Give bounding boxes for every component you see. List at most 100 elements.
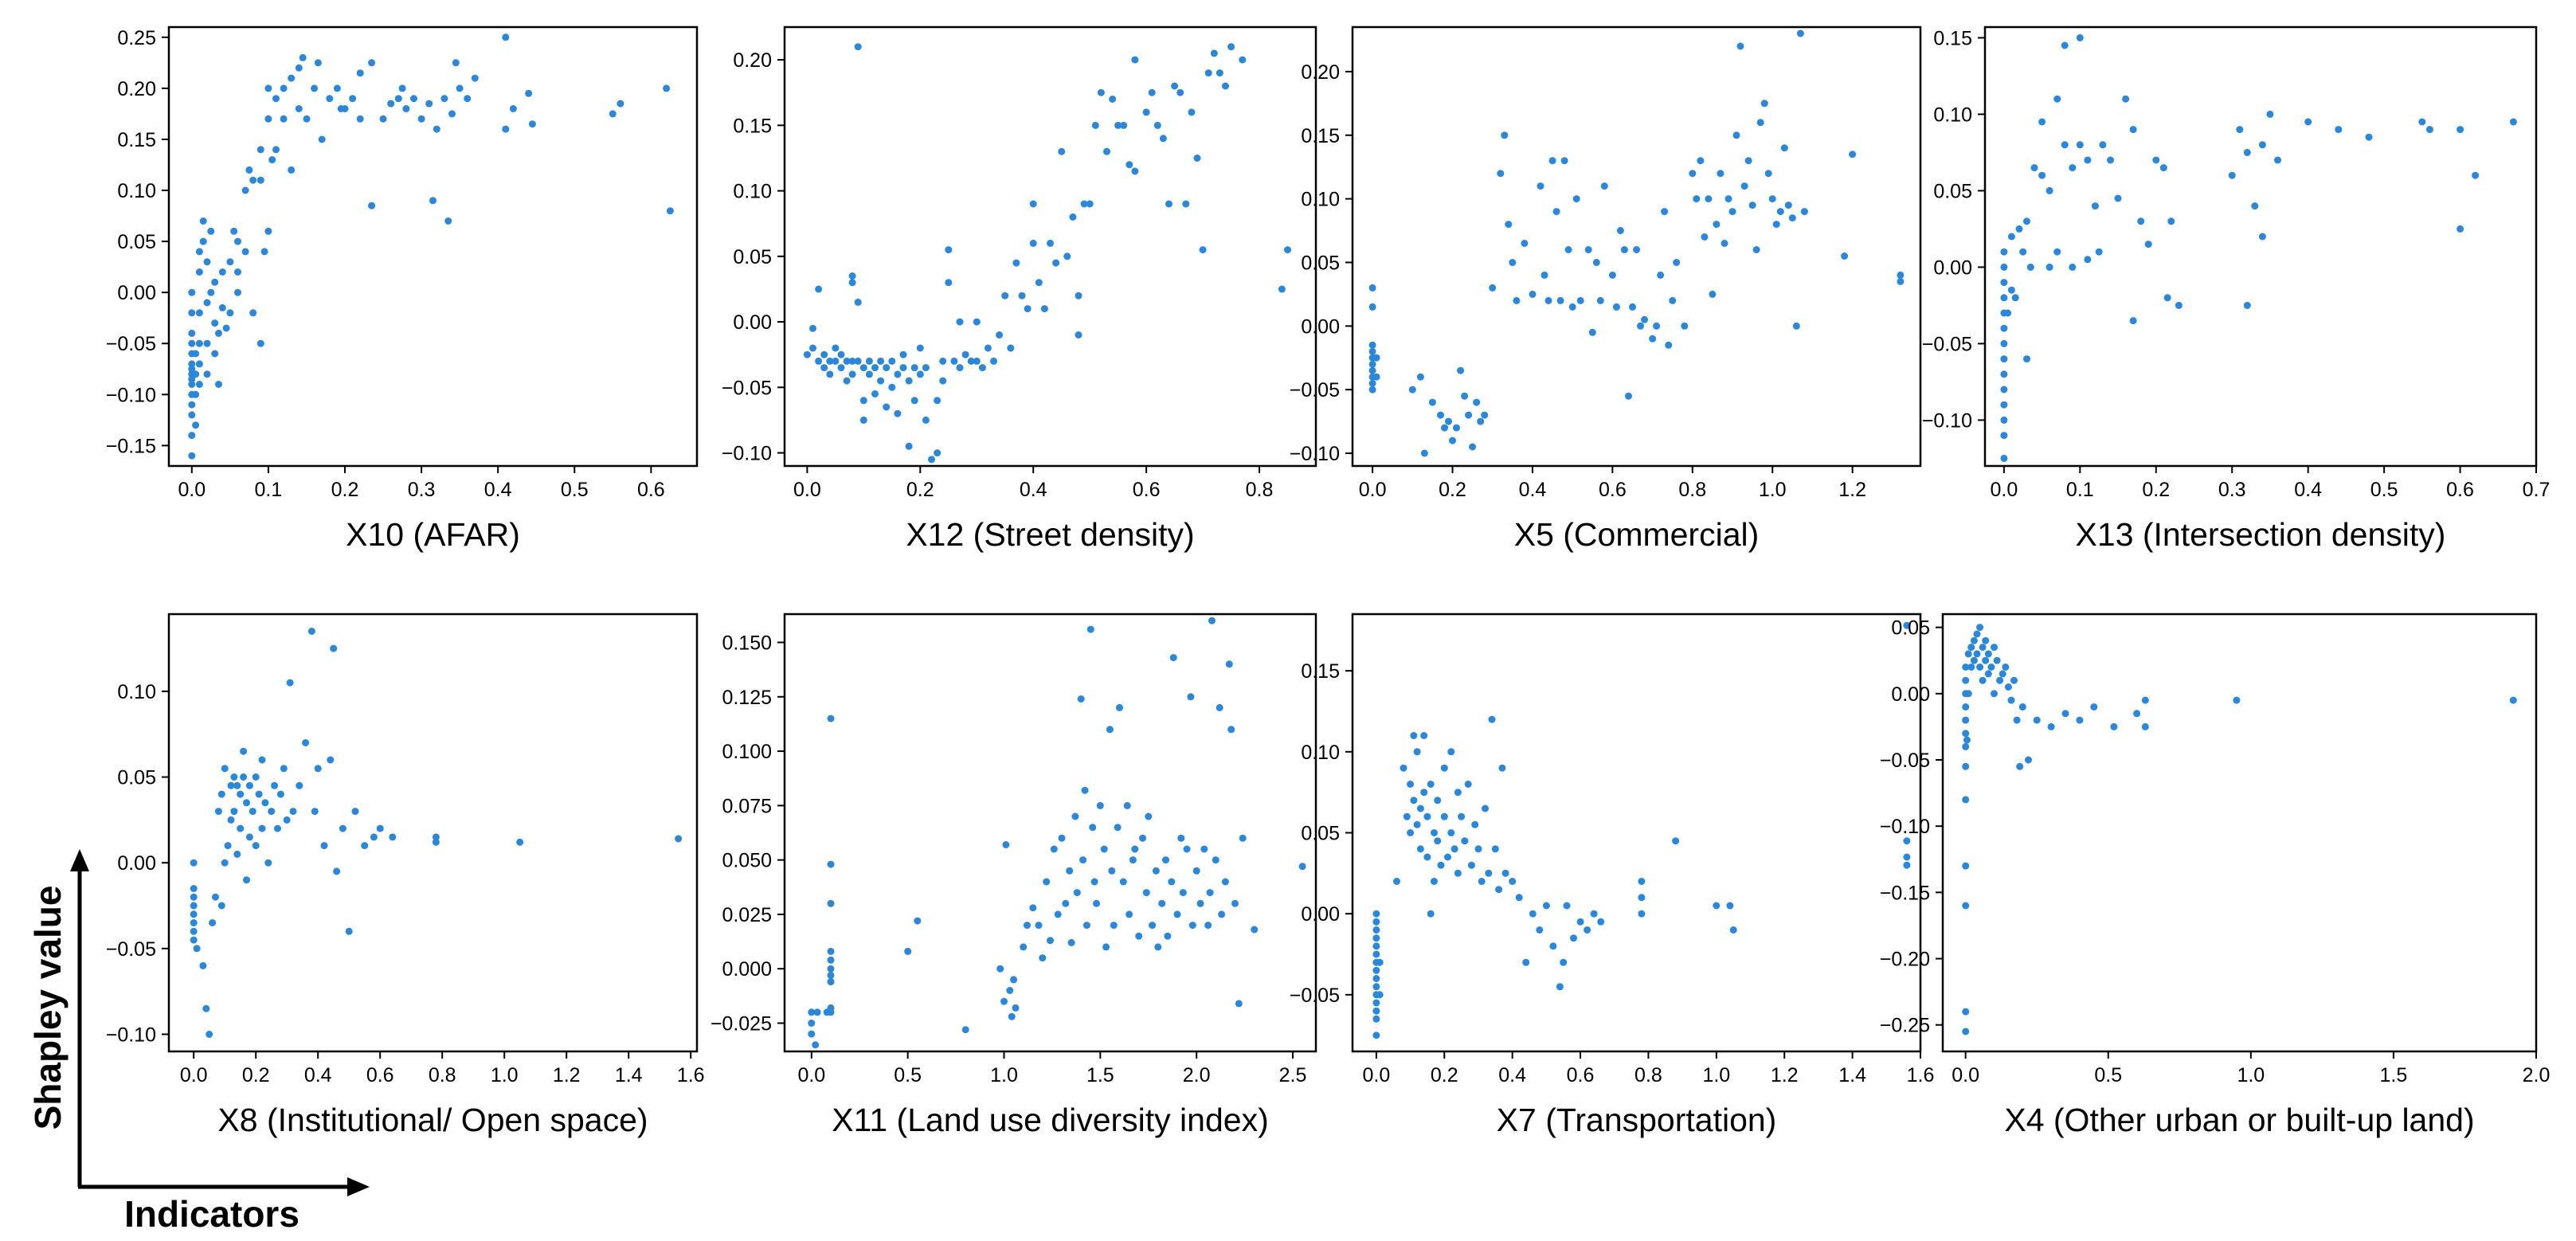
- data-point: [1453, 424, 1460, 432]
- data-point: [1485, 869, 1493, 877]
- data-point: [190, 902, 198, 910]
- data-point: [272, 146, 280, 154]
- data-point: [502, 33, 510, 41]
- data-point: [1069, 213, 1077, 221]
- data-point: [1897, 277, 1905, 285]
- data-point: [1145, 812, 1153, 820]
- data-point: [2084, 156, 2092, 164]
- data-point: [1372, 950, 1380, 958]
- data-point: [894, 370, 902, 378]
- data-point: [1473, 398, 1481, 406]
- data-point: [978, 364, 986, 372]
- data-point: [215, 381, 222, 388]
- data-point: [1006, 987, 1014, 994]
- data-point: [1638, 894, 1646, 902]
- data-point: [190, 893, 198, 901]
- data-point: [1437, 861, 1445, 869]
- x-tick-label: 0.1: [255, 479, 283, 501]
- data-point: [456, 84, 464, 92]
- data-point: [961, 1026, 969, 1034]
- data-point: [432, 838, 440, 846]
- x-tick-label: 0.2: [1431, 1064, 1458, 1086]
- data-point: [1625, 392, 1632, 400]
- data-point: [1784, 202, 1792, 209]
- data-point: [1973, 650, 1981, 658]
- data-point: [1536, 926, 1544, 934]
- data-point: [996, 965, 1004, 973]
- data-point: [193, 945, 201, 953]
- data-point: [188, 375, 196, 383]
- data-point: [848, 370, 856, 378]
- data-point: [827, 965, 835, 973]
- data-point: [252, 773, 260, 781]
- data-point: [812, 1041, 820, 1049]
- data-point: [207, 288, 215, 296]
- y-tick-label: 0.05: [1891, 617, 1930, 640]
- data-point: [249, 176, 257, 184]
- data-point: [345, 927, 353, 935]
- data-point: [820, 350, 828, 358]
- data-point: [1165, 200, 1173, 208]
- data-point: [188, 309, 196, 317]
- x-tick-label: 0.6: [1567, 1064, 1595, 1086]
- data-point: [1080, 200, 1088, 208]
- data-point: [1976, 664, 1984, 671]
- x-tick-label: 0.2: [2142, 479, 2170, 501]
- data-point: [1962, 1028, 1970, 1035]
- data-point: [1970, 636, 1978, 644]
- data-point: [1376, 958, 1384, 966]
- data-point: [1410, 732, 1418, 739]
- scatter-panel-6: 0.0 0.5 1.0 1.5 2.0 2.5 −0.025 0.000 0.025 0.050 0…: [711, 613, 1317, 1138]
- data-point: [1760, 100, 1768, 108]
- data-point: [826, 357, 834, 365]
- data-point: [234, 237, 241, 245]
- data-point: [1177, 834, 1185, 842]
- x-tick-label: 2.5: [1279, 1064, 1307, 1086]
- indicator-axes: Shapley value Indicators: [27, 849, 370, 1235]
- data-point: [843, 377, 851, 385]
- y-tick-label: 0.15: [117, 129, 156, 151]
- data-point: [888, 383, 896, 391]
- data-point: [221, 859, 229, 867]
- data-point: [1612, 303, 1620, 311]
- scatter-panel-5: 0.0 0.2 0.4 0.6 0.8 1.0 1.2 1.4 1.6 −0.10 −0.05 0.0…: [106, 613, 705, 1138]
- data-point: [675, 835, 683, 843]
- data-point: [2000, 294, 2008, 302]
- data-point: [990, 357, 997, 365]
- data-point: [1187, 693, 1195, 701]
- data-point: [245, 166, 253, 174]
- x-tick-label: 0.7: [2523, 479, 2551, 501]
- data-point: [1002, 841, 1010, 848]
- data-point: [299, 53, 307, 61]
- data-point: [1471, 820, 1479, 828]
- data-point: [464, 95, 472, 103]
- data-point: [1210, 49, 1218, 57]
- x-tick-label: 0.0: [180, 1064, 208, 1086]
- data-point: [827, 1008, 835, 1016]
- data-point: [226, 309, 234, 317]
- data-point: [1086, 625, 1094, 633]
- y-tick-label: −0.05: [722, 377, 772, 399]
- data-point: [1216, 69, 1223, 77]
- data-point: [1509, 878, 1517, 885]
- data-point: [827, 956, 835, 964]
- data-point: [2061, 41, 2069, 49]
- data-point: [2122, 95, 2130, 103]
- x-tick-label: 0.6: [637, 479, 665, 501]
- data-point: [1464, 781, 1472, 788]
- data-point: [1709, 290, 1717, 298]
- data-point: [2069, 164, 2077, 172]
- data-point: [859, 416, 867, 424]
- data-point: [809, 324, 816, 332]
- data-point: [2018, 703, 2026, 711]
- data-point: [956, 364, 964, 372]
- scatter-panel-8: 0.0 0.5 1.0 1.5 2.0 −0.25 −0.20 −0.15 −0.10 −0.05…: [1880, 613, 2550, 1138]
- data-point: [945, 246, 953, 254]
- data-point: [865, 357, 873, 365]
- data-point: [1142, 889, 1150, 897]
- data-point: [1227, 43, 1235, 51]
- data-point: [1420, 449, 1428, 457]
- data-point: [188, 452, 196, 460]
- data-point: [1372, 1032, 1380, 1039]
- data-point: [376, 824, 384, 832]
